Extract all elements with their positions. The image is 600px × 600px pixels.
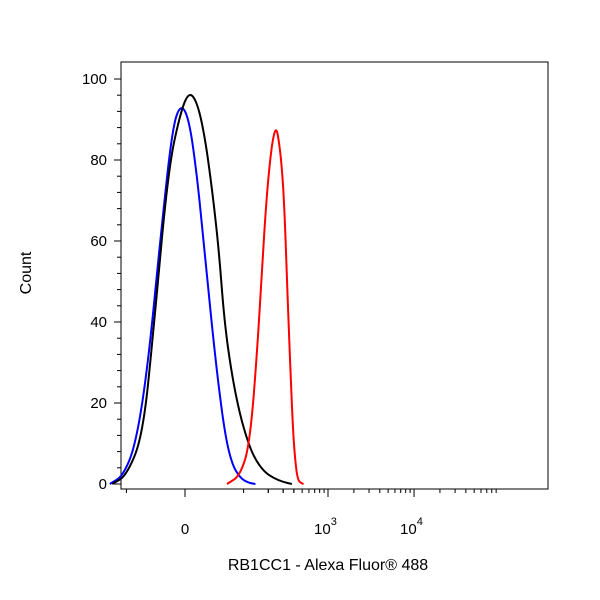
histogram-series bbox=[109, 93, 304, 485]
series-line-3 bbox=[226, 129, 304, 485]
y-axis-title: Count bbox=[18, 251, 35, 294]
y-axis-ticks: 0 20 40 60 80 100 bbox=[82, 71, 121, 493]
x-axis-ticks: 0 103 104 bbox=[121, 488, 548, 538]
y-tick-label: 80 bbox=[90, 152, 107, 169]
plot-frame bbox=[120, 61, 549, 490]
x-axis-title: RB1CC1 - Alexa Fluor® 488 bbox=[228, 557, 428, 574]
y-tick-label: 20 bbox=[90, 395, 107, 412]
series-line-2 bbox=[111, 93, 293, 485]
y-tick-label: 60 bbox=[90, 233, 107, 250]
x-tick-label: 104 bbox=[400, 516, 423, 538]
series-line-1 bbox=[109, 107, 256, 485]
y-tick-label: 0 bbox=[99, 476, 107, 493]
x-tick-label: 0 bbox=[181, 521, 189, 538]
y-tick-label: 100 bbox=[82, 71, 107, 88]
x-tick-label: 103 bbox=[314, 516, 337, 538]
y-tick-label: 40 bbox=[90, 314, 107, 331]
